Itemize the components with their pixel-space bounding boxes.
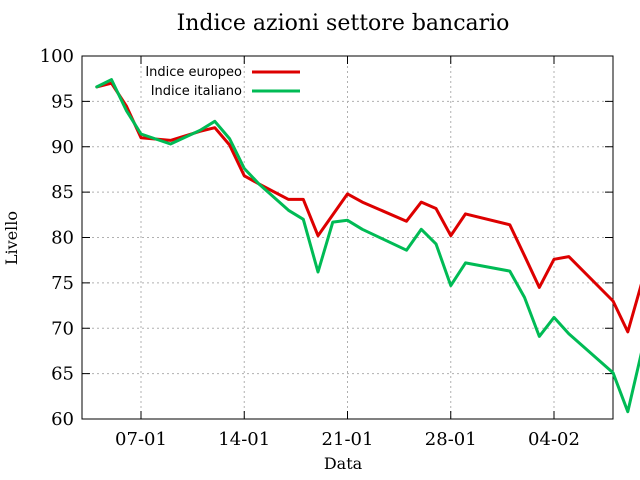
y-tick-label: 95	[51, 91, 74, 112]
x-tick-label: 14-01	[218, 429, 270, 450]
legend-label: Indice italiano	[151, 84, 242, 99]
chart-title: Indice azioni settore bancario	[177, 11, 510, 36]
y-axis-label: Livello	[2, 211, 21, 265]
axis-ticks: 60 65 70 75 80 85 90 95 100 07-01 14-01 21-01 28-01 0…	[40, 46, 613, 450]
legend-label: Indice europeo	[145, 65, 242, 80]
y-tick-label: 75	[51, 273, 74, 294]
series-line-1	[95, 81, 640, 334]
x-tick-label: 28-01	[425, 429, 477, 450]
legend: Indice europeo Indice italiano	[145, 65, 300, 99]
x-tick-label: 04-02	[528, 429, 580, 450]
y-tick-label: 70	[51, 318, 74, 339]
y-tick-label: 100	[40, 46, 74, 67]
y-tick-label: 90	[51, 137, 74, 158]
grid-lines	[82, 56, 613, 419]
y-tick-label: 85	[51, 182, 74, 203]
series-lines	[95, 78, 640, 414]
x-tick-label: 21-01	[322, 429, 374, 450]
y-tick-label: 80	[51, 228, 74, 249]
series-line-2	[95, 78, 640, 414]
y-tick-label: 60	[51, 409, 74, 430]
x-axis-label: Data	[324, 454, 363, 473]
x-tick-label: 07-01	[115, 429, 167, 450]
y-tick-label: 65	[51, 364, 74, 385]
